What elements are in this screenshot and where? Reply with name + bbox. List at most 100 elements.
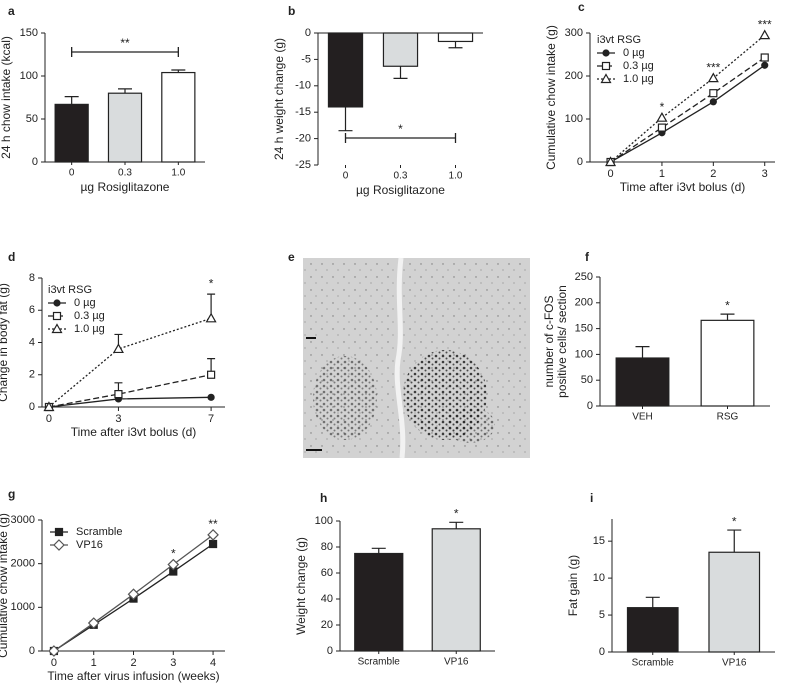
legend-label: 0.3 µg bbox=[74, 310, 105, 322]
point bbox=[761, 61, 769, 69]
x-tick-label: 3 bbox=[115, 413, 121, 425]
y-tick-label: 5 bbox=[599, 609, 605, 621]
annotation: *** bbox=[706, 60, 720, 74]
x-tick-label: Scramble bbox=[358, 657, 401, 668]
x-tick-label: 3 bbox=[762, 168, 768, 180]
panel-letter: d bbox=[8, 250, 15, 264]
bar bbox=[437, 32, 474, 43]
legend-marker bbox=[53, 539, 65, 551]
panel-letter: i bbox=[590, 491, 593, 505]
y-axis-label: positive cells/ section bbox=[555, 285, 569, 398]
x-tick-label: 1.0 bbox=[171, 168, 185, 179]
point bbox=[657, 123, 667, 132]
legend-label: 0 µg bbox=[623, 47, 645, 59]
x-tick-label: 2 bbox=[130, 657, 136, 669]
legend-label: VP16 bbox=[76, 539, 103, 551]
series-line bbox=[610, 34, 766, 163]
y-tick-label: 150 bbox=[575, 323, 593, 335]
point bbox=[207, 393, 215, 401]
y-tick-label: -20 bbox=[295, 133, 311, 145]
panel: e bbox=[288, 250, 295, 264]
y-tick-label: 2000 bbox=[11, 558, 35, 570]
y-tick-label: 100 bbox=[315, 515, 333, 527]
y-tick-label: 2 bbox=[29, 369, 35, 381]
x-axis-label: µg Rosiglitazone bbox=[356, 183, 445, 197]
point bbox=[656, 111, 668, 122]
y-tick-label: 0 bbox=[29, 645, 35, 657]
point bbox=[709, 89, 718, 98]
y-tick-label: 300 bbox=[565, 27, 583, 39]
y-tick-label: 0 bbox=[577, 156, 583, 168]
x-axis-label: Time after i3vt bolus (d) bbox=[620, 180, 746, 194]
x-tick-label: VP16 bbox=[722, 658, 747, 669]
y-tick-label: 0 bbox=[599, 646, 605, 658]
x-tick-label: RSG bbox=[717, 412, 739, 423]
point bbox=[127, 588, 140, 601]
y-tick-label: -10 bbox=[295, 80, 311, 92]
point bbox=[48, 645, 60, 657]
y-tick-label: -15 bbox=[295, 106, 311, 118]
error-bar bbox=[449, 521, 464, 529]
legend-marker bbox=[600, 73, 612, 84]
annotation: * bbox=[398, 122, 403, 136]
legend-marker bbox=[602, 49, 610, 57]
y-tick-label: 8 bbox=[29, 272, 35, 284]
x-tick-label: 1 bbox=[659, 168, 665, 180]
point bbox=[707, 72, 719, 83]
bar bbox=[54, 103, 89, 163]
x-tick-label: 1 bbox=[91, 657, 97, 669]
y-tick-label: 50 bbox=[581, 374, 593, 386]
y-tick-label: 40 bbox=[321, 593, 333, 605]
point bbox=[759, 29, 771, 40]
y-tick-label: 0 bbox=[305, 27, 311, 39]
point bbox=[760, 53, 769, 62]
legend-marker bbox=[53, 299, 61, 307]
y-tick-label: 20 bbox=[321, 619, 333, 631]
panel-letter: g bbox=[8, 487, 15, 501]
point bbox=[207, 370, 216, 379]
x-axis-label: Time after i3vt bolus (d) bbox=[71, 425, 197, 439]
bar bbox=[431, 528, 481, 652]
y-axis-label: 24 h chow intake (kcal) bbox=[0, 36, 13, 159]
point bbox=[167, 558, 180, 571]
x-tick-label: 0 bbox=[607, 168, 613, 180]
y-axis-label: Cumulative chow intake (g) bbox=[544, 25, 558, 170]
legend-marker bbox=[51, 323, 63, 334]
legend-title: i3vt RSG bbox=[48, 284, 92, 296]
x-tick-label: VEH bbox=[632, 412, 653, 423]
error-bar bbox=[720, 313, 735, 321]
x-tick-label: 0 bbox=[69, 168, 75, 179]
x-tick-label: 1.0 bbox=[449, 171, 463, 182]
error-bar bbox=[64, 96, 79, 105]
panel-letter: h bbox=[320, 491, 327, 505]
y-tick-label: 200 bbox=[565, 70, 583, 82]
x-tick-label: 0 bbox=[46, 413, 52, 425]
bar bbox=[626, 607, 679, 653]
bar bbox=[382, 32, 419, 67]
panel: c 0 100 200 300 Cumulative chow intake (g) Tim… bbox=[544, 0, 775, 194]
y-tick-label: 0 bbox=[587, 400, 593, 412]
legend-label: 0 µg bbox=[74, 297, 96, 309]
bar bbox=[700, 319, 755, 407]
annotation: * bbox=[732, 514, 737, 528]
y-tick-label: 100 bbox=[20, 70, 38, 82]
bar bbox=[161, 71, 196, 163]
y-tick-label: 150 bbox=[20, 27, 38, 39]
series-line bbox=[610, 56, 766, 163]
y-axis-label: Change in body fat (g) bbox=[0, 283, 10, 402]
series-line bbox=[610, 64, 766, 163]
y-tick-label: 10 bbox=[593, 572, 605, 584]
significance-bracket bbox=[71, 47, 179, 57]
panel: h 0 20 40 60 80 100 Weight change (g) Scramble VP… bbox=[294, 491, 495, 668]
series-line bbox=[48, 396, 212, 408]
error-bar bbox=[393, 66, 408, 80]
y-tick-label: 4 bbox=[29, 336, 35, 348]
panel-letter: a bbox=[8, 4, 15, 18]
y-axis-label: 24 h weight change (g) bbox=[272, 38, 286, 160]
error-bar bbox=[371, 547, 386, 554]
error-bar bbox=[645, 596, 660, 608]
legend-label: 0.3 µg bbox=[623, 60, 654, 72]
